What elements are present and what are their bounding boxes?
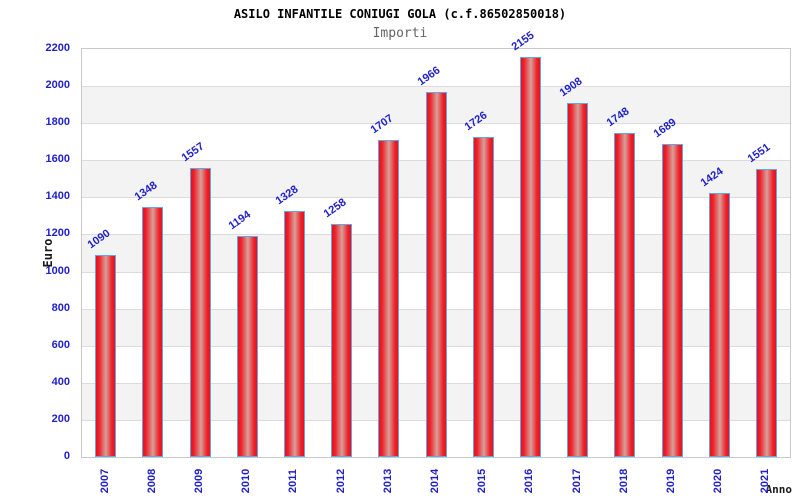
bar (236, 235, 258, 457)
bar (614, 132, 636, 457)
bar (95, 254, 117, 457)
bar (189, 168, 211, 457)
x-tick-label: 2019 (665, 468, 677, 494)
y-tick-label: 2000 (45, 79, 70, 92)
x-tick-label: 2021 (759, 468, 772, 494)
x-tick-label: 2012 (334, 468, 347, 494)
y-tick-label: 2200 (45, 42, 70, 54)
gridline (82, 86, 790, 88)
chart-subtitle: Importi (372, 26, 428, 41)
bar (567, 103, 589, 457)
x-tick-label: 2014 (429, 468, 441, 494)
y-tick-label: 600 (51, 338, 70, 351)
x-tick-label: 2011 (287, 469, 300, 493)
x-tick-label: 2008 (145, 468, 158, 494)
y-tick-label: 1800 (45, 116, 70, 129)
y-tick-label: 0 (63, 450, 70, 462)
y-tick-label: 400 (51, 375, 70, 388)
y-tick-label: 1000 (45, 264, 70, 277)
x-axis-title: Anno (765, 483, 793, 496)
x-tick-label: 2016 (523, 468, 536, 494)
bar-value-label: 1258 (321, 195, 349, 220)
y-tick-label: 1200 (45, 227, 70, 240)
y-tick-label: 800 (51, 301, 70, 314)
bar (755, 169, 777, 457)
bar (708, 192, 730, 457)
bar (425, 92, 447, 457)
y-tick-label: 1600 (45, 153, 70, 166)
x-tick-label: 2007 (98, 468, 111, 494)
x-tick-label: 2015 (476, 468, 489, 494)
x-tick-label: 2017 (570, 468, 583, 494)
bar (331, 223, 353, 457)
bar (283, 210, 305, 457)
y-tick-label: 200 (51, 412, 70, 425)
bar (519, 57, 541, 457)
bar (661, 143, 683, 457)
bar (142, 207, 164, 457)
x-tick-label: 2018 (617, 468, 630, 494)
chart-title: ASILO INFANTILE CONIUGI GOLA (c.f.865028… (233, 7, 567, 21)
x-tick-label: 2010 (240, 468, 253, 494)
bar (472, 136, 494, 457)
x-tick-label: 2020 (712, 468, 725, 494)
bar (378, 140, 400, 457)
plot-area: 1090 1348 1557 1194 1328 1258 1707 1966 1726 2155… (81, 30, 791, 458)
x-tick-label: 2009 (193, 468, 205, 494)
bar-value-label: 1194 (226, 208, 254, 232)
y-tick-label: 1400 (45, 190, 70, 203)
x-tick-label: 2013 (381, 468, 394, 494)
